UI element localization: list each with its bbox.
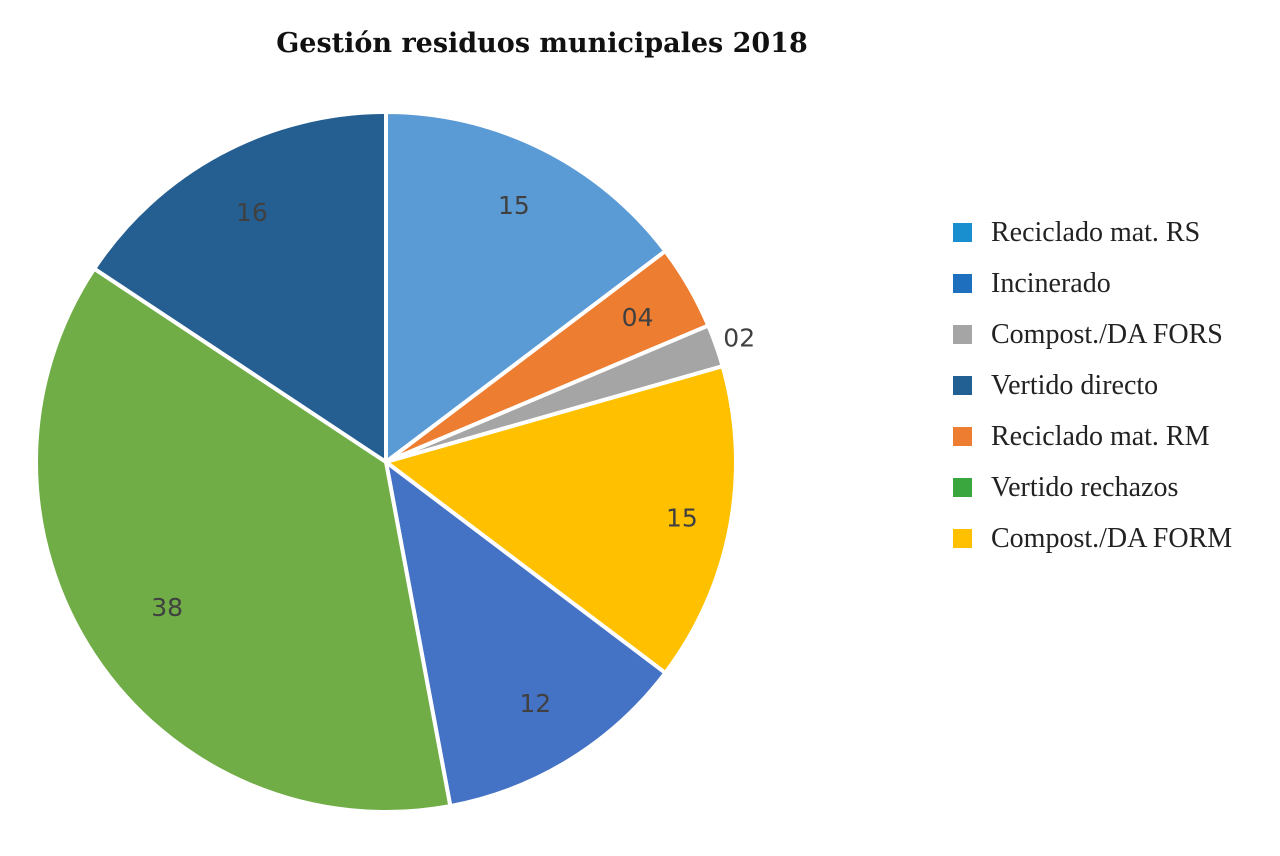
legend-swatch bbox=[953, 376, 972, 395]
legend-swatch bbox=[953, 223, 972, 242]
legend-item: Reciclado mat. RS bbox=[953, 207, 1232, 258]
legend-item: Vertido rechazos bbox=[953, 462, 1232, 513]
data-label: 16 bbox=[236, 198, 268, 227]
legend-label: Vertido directo bbox=[991, 369, 1159, 401]
legend-item: Vertido directo bbox=[953, 360, 1232, 411]
legend-label: Incinerado bbox=[991, 267, 1111, 299]
legend-swatch bbox=[953, 478, 972, 497]
pie-slice-compost-da-form bbox=[384, 364, 738, 675]
legend: Reciclado mat. RS Incinerado Compost./DA F… bbox=[953, 207, 1232, 564]
pie-slice-incinerado bbox=[384, 460, 668, 809]
legend-label: Vertido rechazos bbox=[991, 471, 1179, 503]
data-label: 02 bbox=[723, 324, 755, 353]
pie-slice-vertido-rechazos bbox=[34, 266, 453, 814]
legend-item: Compost./DA FORM bbox=[953, 513, 1232, 564]
legend-item: Compost./DA FORS bbox=[953, 309, 1232, 360]
legend-swatch bbox=[953, 274, 972, 293]
legend-label: Reciclado mat. RM bbox=[991, 420, 1210, 452]
data-label: 38 bbox=[151, 593, 183, 622]
legend-swatch bbox=[953, 325, 972, 344]
data-label: 04 bbox=[622, 303, 654, 332]
pie-slice-reciclado-mat-rs bbox=[384, 110, 668, 464]
pie-slice-vertido-directo bbox=[92, 110, 388, 464]
data-label: 15 bbox=[666, 503, 698, 532]
legend-label: Compost./DA FORS bbox=[991, 318, 1223, 350]
legend-label: Compost./DA FORM bbox=[991, 522, 1233, 554]
data-label: 12 bbox=[519, 689, 551, 718]
data-label: 15 bbox=[498, 191, 530, 220]
chart-title: Gestión residuos municipales 2018 bbox=[276, 28, 808, 59]
legend-item: Incinerado bbox=[953, 258, 1232, 309]
legend-label: Reciclado mat. RS bbox=[991, 216, 1201, 248]
legend-swatch bbox=[953, 427, 972, 446]
legend-item: Reciclado mat. RM bbox=[953, 411, 1232, 462]
legend-swatch bbox=[953, 529, 972, 548]
